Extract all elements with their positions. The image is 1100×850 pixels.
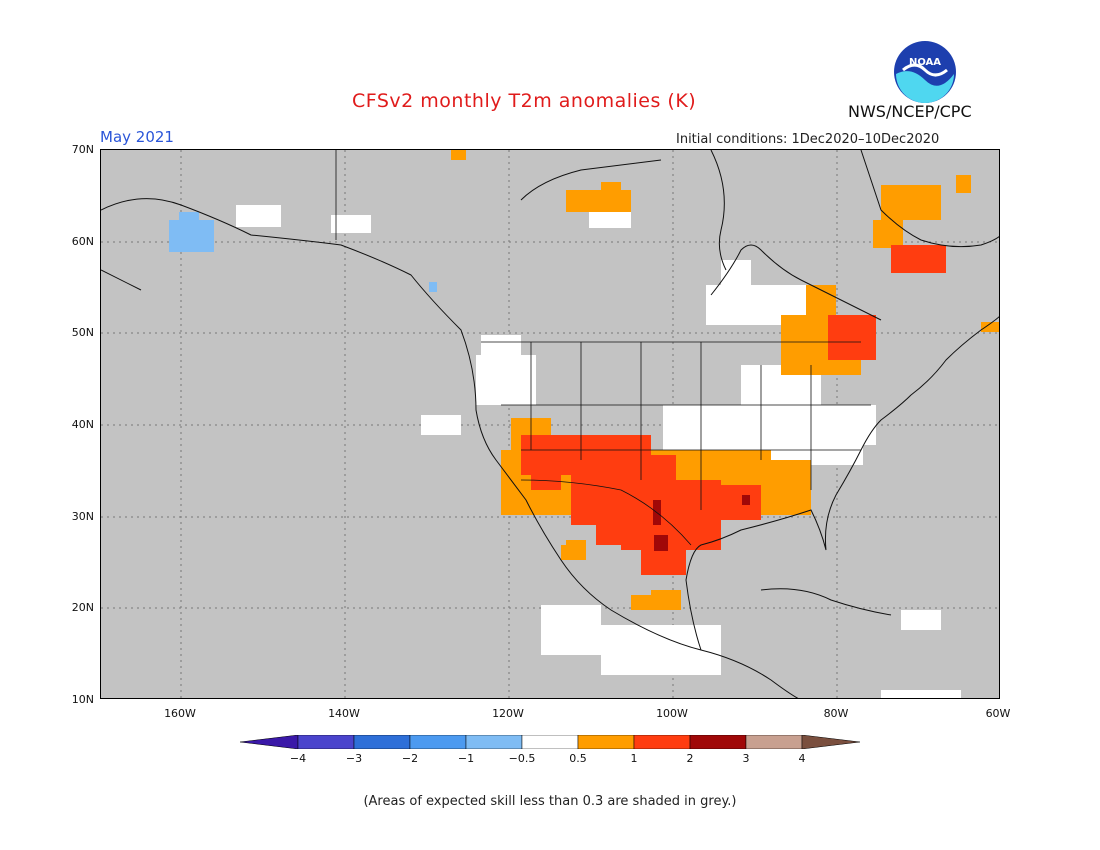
lon-label-60w: 60W [985,707,1011,720]
coastlines [101,150,999,698]
lon-label-160w: 160W [164,707,196,720]
political-borders [335,150,871,546]
chart-title: CFSv2 monthly T2m anomalies (K) [352,90,697,112]
colorbar-label: −1 [457,752,475,765]
colorbar-label: 4 [798,752,806,765]
lat-label-20n: 20N [71,601,94,614]
anomaly-map [100,149,1000,699]
cool-anomaly-areas [169,212,437,292]
colorbar-bin-1 [297,735,355,749]
colorbar-label: 3 [742,752,750,765]
lat-label-60n: 60N [71,235,94,248]
initial-conditions: Initial conditions: 1Dec2020–10Dec2020 [676,132,940,147]
logo-text: NOAA [909,57,941,68]
map-canvas [101,150,999,698]
colorbar-bin-9 [745,735,803,749]
colorbar-label: 2 [686,752,694,765]
colorbar-label: −4 [289,752,307,765]
colorbar-bin-7 [633,735,691,749]
colorbar-bin-4 [465,735,523,749]
colorbar-label: −3 [345,752,363,765]
colorbar-max-arrow [801,735,860,749]
colorbar-bin-3 [409,735,467,749]
skill-footnote: (Areas of expected skill less than 0.3 a… [363,794,737,809]
lat-label-70n: 70N [71,143,94,156]
lat-label-50n: 50N [71,326,94,339]
colorbar-label: −2 [401,752,419,765]
lon-label-120w: 120W [492,707,524,720]
colorbar-label: −0.5 [508,752,536,765]
agency-label: NWS/NCEP/CPC [848,102,972,121]
colorbar [240,735,860,749]
colorbar-bin-8 [689,735,747,749]
near-normal-areas [236,205,961,698]
noaa-logo: NOAA [894,41,956,103]
colorbar-bin-2 [353,735,411,749]
lat-label-40n: 40N [71,418,94,431]
lat-label-10n: 10N [71,693,94,706]
lon-label-100w: 100W [656,707,688,720]
lat-label-30n: 30N [71,510,94,523]
colorbar-label: 0.5 [569,752,587,765]
colorbar-bin-5 [521,735,579,749]
lon-label-80w: 80W [823,707,849,720]
lon-label-140w: 140W [328,707,360,720]
colorbar-bin-6 [577,735,635,749]
colorbar-min-arrow [240,735,299,749]
colorbar-label: 1 [630,752,638,765]
forecast-month: May 2021 [100,128,174,146]
